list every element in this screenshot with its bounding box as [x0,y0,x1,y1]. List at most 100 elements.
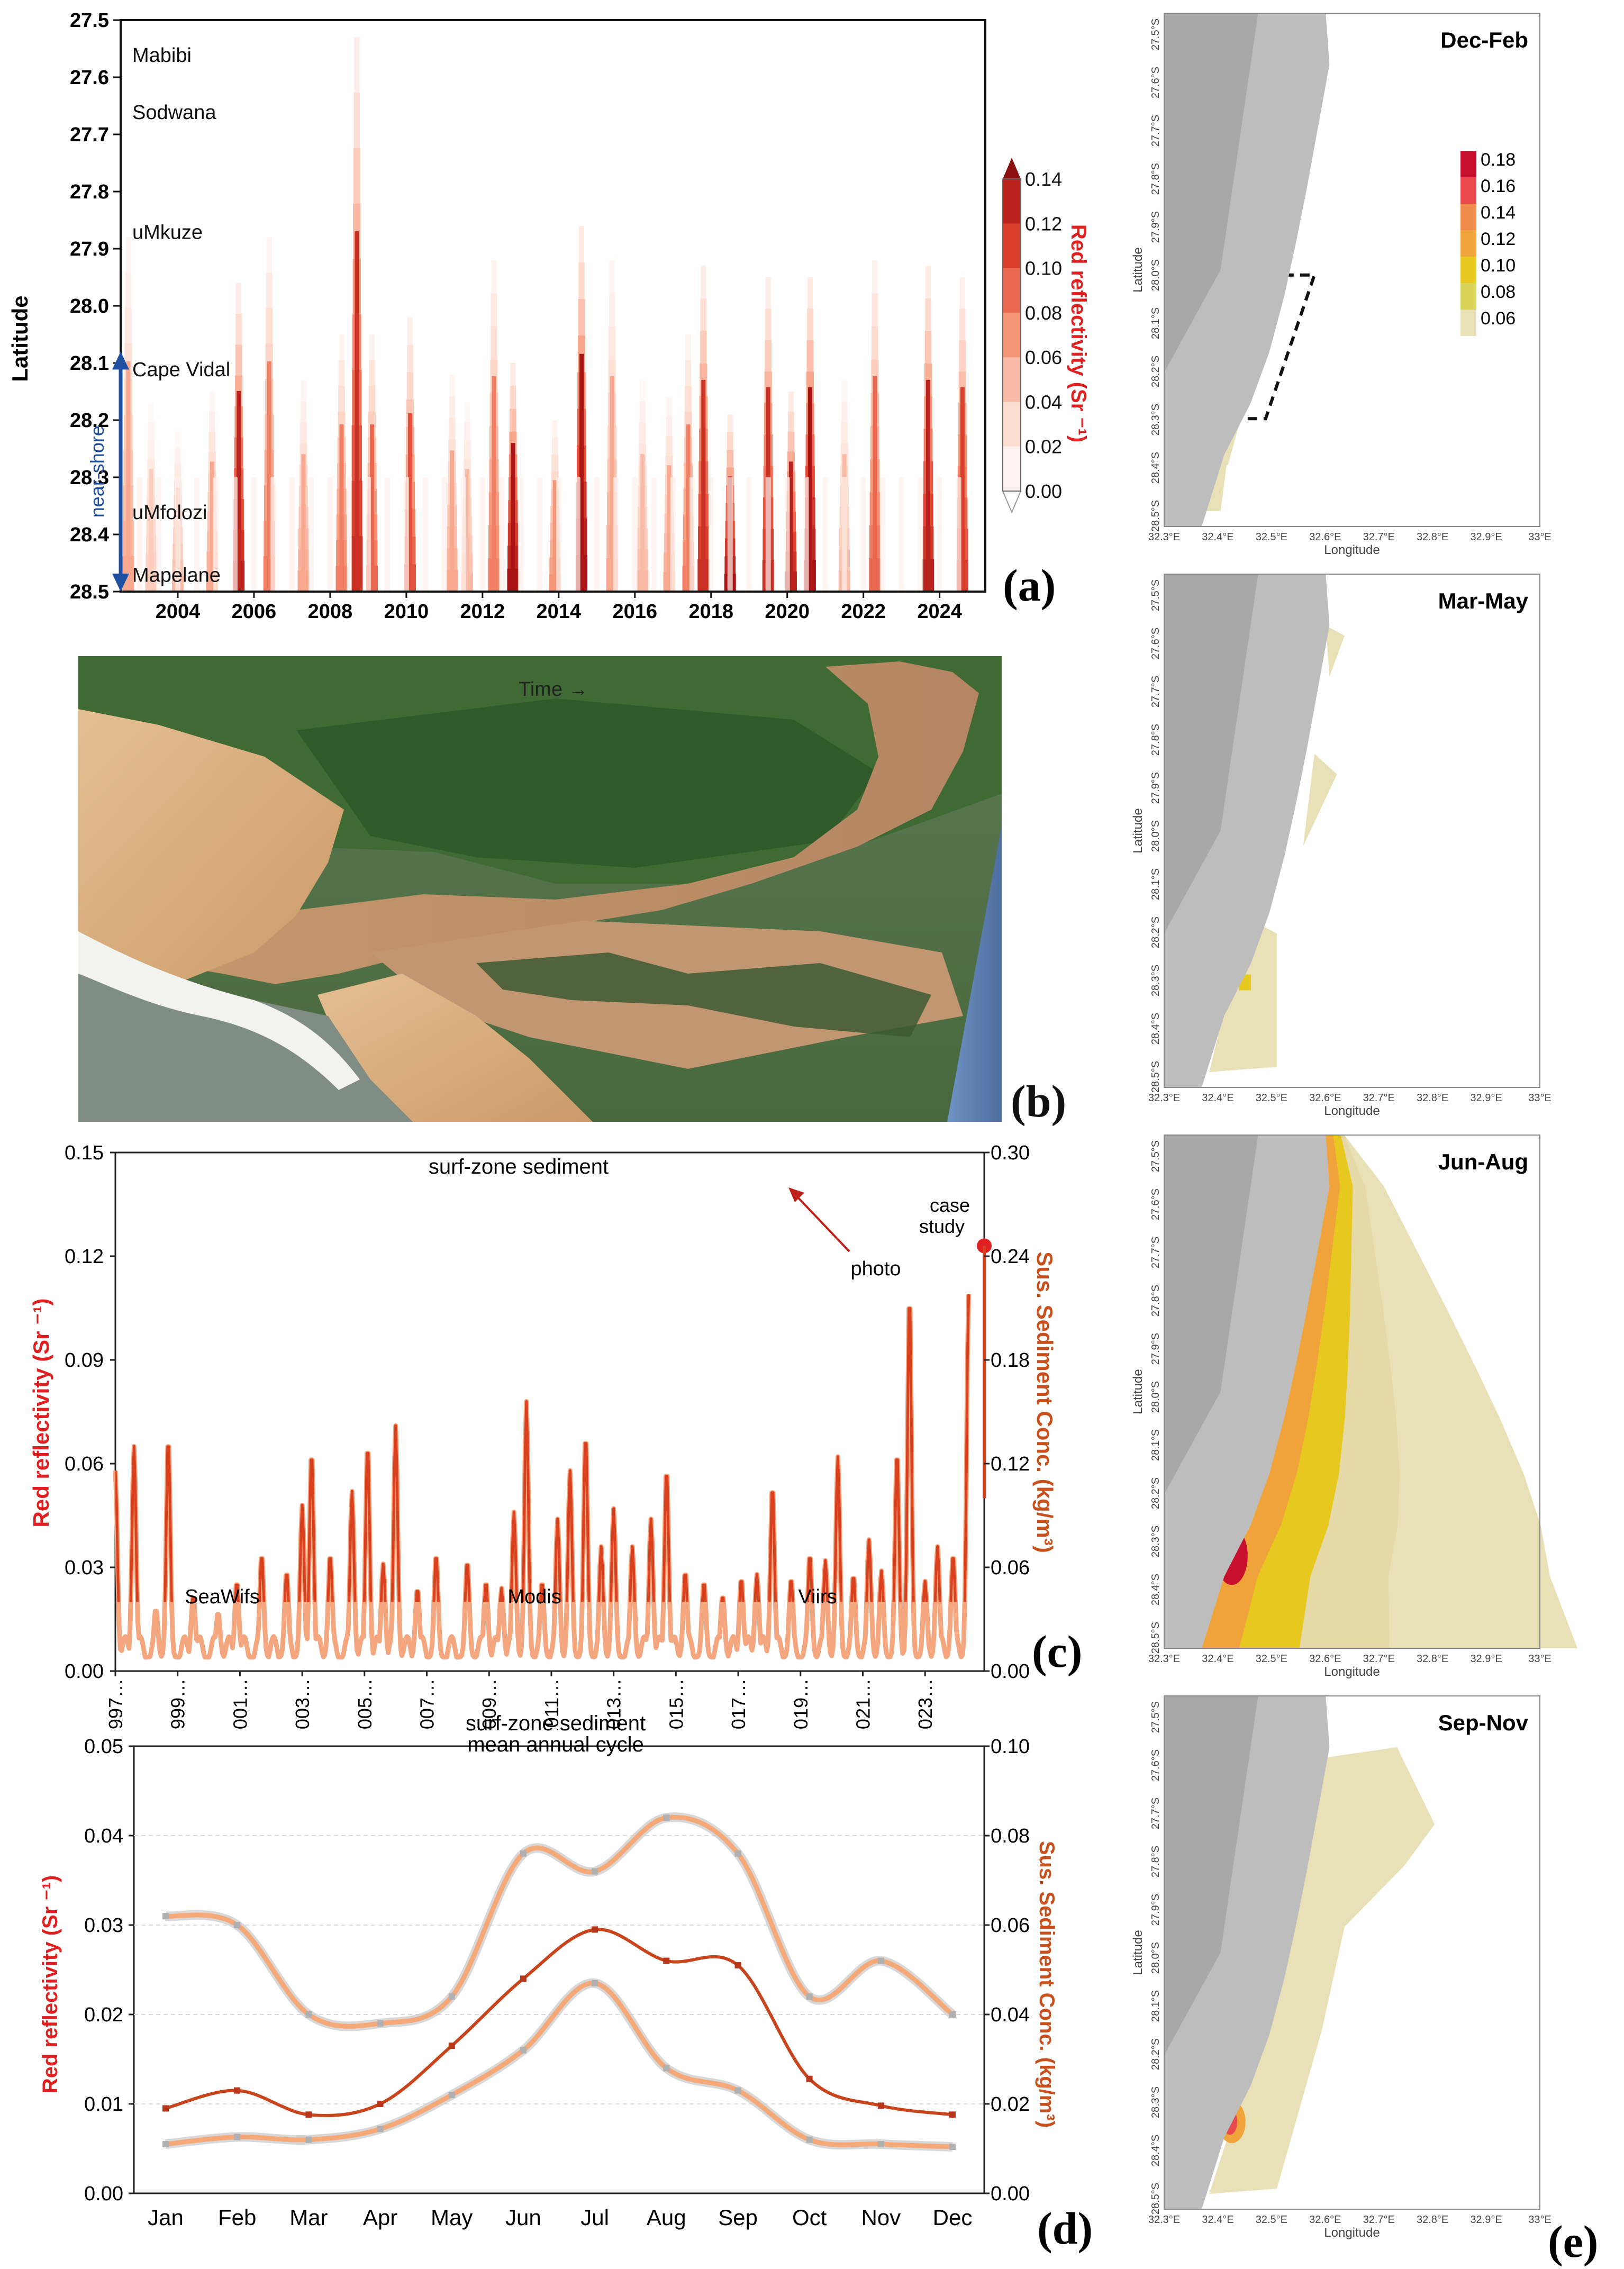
y-tick-label: 28.2°S [1150,916,1162,948]
series-point [234,2134,241,2140]
x-tick-label: Jun [505,2205,541,2230]
heatmap-core [370,424,375,592]
series-point [592,1980,598,1986]
series-point [377,2020,384,2027]
heatmap-background-cell [556,477,561,592]
series-point [520,2047,527,2054]
y2-tick-label: 0.00 [991,1660,1030,1683]
y-tick-label: 28.5°S [1150,1061,1162,1093]
heatmap-cell [578,299,585,337]
series-point [949,2011,956,2018]
heatmap-cell [959,340,966,373]
x-tick-label: 1997… [105,1678,126,1730]
heatmap-cell [666,416,673,437]
x-axis-label: Longitude [1324,2226,1380,2240]
y-tick-label: 28.3°S [1150,965,1162,996]
map-frame [1164,1695,1540,2210]
heatmap-background-cell [308,477,314,592]
y-tick-label: 28.3°S [1150,2086,1162,2118]
x-tick-label: 32.6°E [1309,531,1341,543]
y-tick-label: 27.9°S [1150,211,1162,243]
x-tick-label: 32.7°E [1363,1092,1395,1104]
series-point [877,1957,884,1964]
x-tick-label: 2013… [603,1678,625,1730]
y2-tick-label: 0.02 [991,2093,1030,2116]
colorbar-segment [1460,151,1476,177]
x-tick-label: 32.4°E [1202,2214,1233,2226]
x-tick-label: 2012 [460,601,505,623]
heatmap-cell [765,340,772,373]
heatmap-core [450,450,455,592]
heatmap-cell [338,360,345,387]
y-tick-label: 28.2 [70,410,109,432]
map-frame [1164,574,1540,1088]
photo-forest-dark [296,698,878,868]
y-axis-label: Latitude [1131,808,1145,853]
x-tick-label: 2011… [541,1678,562,1730]
y-tick-label: 27.7 [70,124,109,146]
plot-frame [133,1745,985,2194]
colorbar-segment [1003,402,1021,447]
series-point [806,2136,813,2143]
heatmap-core [926,379,931,592]
season-map-2: 32.3°E 32.4°E 32.5°E 32.6°E 32.7°E 32.8°E 32.9… [1131,1134,1577,1679]
heatmap-background-cell [346,477,352,592]
heatmap-core [640,454,645,592]
panel-label-d: (d) [1037,2203,1093,2254]
land-shade [1164,1135,1258,1494]
colorbar-tick-label: 0.02 [1025,436,1062,458]
y-tick-label: 0.05 [84,1736,123,1758]
heatmap-event-13 [488,260,500,592]
x-tick-label: 2003… [292,1678,313,1730]
heatmap-cell [959,308,966,341]
heatmap-cell [578,225,585,263]
x-tick-label: 2015… [665,1678,687,1730]
heatmap-cell [338,386,345,412]
heatmap-cell [787,431,795,452]
heatmap-background-cell [727,477,733,592]
colorbar-tick-label: 0.04 [1025,391,1062,413]
y-tick-label: 27.7°S [1150,1798,1162,1829]
x-tick-label: 32.5°E [1256,531,1287,543]
series-point [305,2111,312,2118]
y-tick-label: 0.15 [65,1142,104,1164]
land-shade [1164,1696,1258,2055]
heatmap-cell [640,380,646,402]
heatmap-cell [872,260,878,294]
series-point [734,1962,741,1969]
annotation-arrow [795,1195,850,1253]
heatmap-cell [464,403,470,423]
heatmap-cell [407,317,413,346]
heatmap-cell [125,237,131,274]
map-frame [1164,1134,1540,1649]
y-tick-label: 27.9°S [1150,1894,1162,1926]
heatmap-cell [551,454,558,473]
heatmap-core [701,379,706,592]
y-tick-label: 28.2°S [1150,1477,1162,1509]
x-tick-label: 2022 [841,601,886,623]
heatmap-cell [300,401,307,423]
y2-tick-label: 0.24 [991,1246,1030,1268]
heatmap-cell [639,422,646,444]
x-tick-label: 2017… [728,1678,749,1730]
heatmap-background-cell [156,477,161,592]
heatmap-cell [300,422,307,444]
x-tick-label: 33°E [1528,1092,1552,1104]
photo-surf [78,931,360,1090]
heatmap-background-cell [270,477,276,592]
heatmap-cell [353,93,360,149]
chart-subtitle: mean annual cycle [467,1733,644,1756]
colorbar-tick-label: 0.10 [1481,256,1516,276]
x-tick-label: 2023… [914,1678,936,1730]
series-point [305,2011,312,2018]
x-tick-label: Apr [363,2205,397,2230]
x-tick-label: 32.6°E [1309,1653,1341,1665]
photo-plane-wing [947,825,1002,1122]
heatmap-background-cell [899,477,904,592]
y-tick-label: 27.8°S [1150,163,1162,195]
panel-a-heatmap: 27.5 27.6 27.7 27.8 27.9 28.0 28.1 28.2 28.3 28.4… [7,10,1090,623]
heatmap-cell [925,266,931,299]
heatmap-background-cell [384,477,390,592]
y-axis-label: Red reflectivity (Sr ⁻¹) [39,1875,62,2093]
x-tick-label: 32.3°E [1148,1092,1180,1104]
